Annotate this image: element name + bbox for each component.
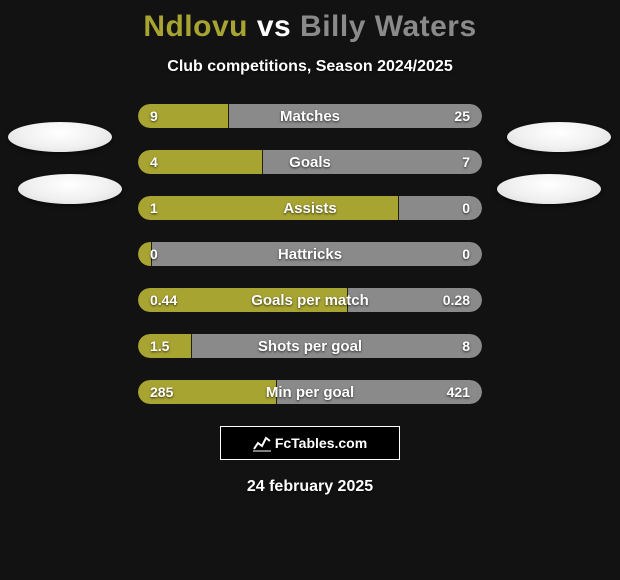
stat-row: 0.440.28Goals per match <box>138 288 482 312</box>
title-player1: Ndlovu <box>143 10 248 43</box>
stat-bar-left <box>138 334 192 358</box>
date-stamp: 24 february 2025 <box>0 478 620 496</box>
player-badge-2 <box>18 174 122 204</box>
stat-bar-left <box>138 196 399 220</box>
stat-bar-right <box>152 242 482 266</box>
stat-row: 1.58Shots per goal <box>138 334 482 358</box>
player-badge-1 <box>8 122 112 152</box>
comparison-bars: 925Matches 47Goals 10Assists 00Hattricks 0.4… <box>138 104 482 404</box>
stat-bar-right <box>263 150 482 174</box>
stat-row: 47Goals <box>138 150 482 174</box>
player-badge-4 <box>497 174 601 204</box>
stat-bar-left <box>138 150 263 174</box>
stat-row: 10Assists <box>138 196 482 220</box>
stat-bar-right <box>277 380 482 404</box>
stat-bar-left <box>138 104 229 128</box>
title-vs: vs <box>257 10 291 43</box>
stat-bar-left <box>138 288 348 312</box>
stat-bar-right <box>192 334 482 358</box>
brand-text: FcTables.com <box>275 435 367 451</box>
stat-row: 00Hattricks <box>138 242 482 266</box>
stat-row: 925Matches <box>138 104 482 128</box>
brand-box: FcTables.com <box>220 426 400 460</box>
stat-bar-right <box>229 104 482 128</box>
stat-bar-right <box>399 196 482 220</box>
brand-icon <box>253 434 271 452</box>
stat-bar-left <box>138 242 152 266</box>
stat-bar-right <box>348 288 482 312</box>
page-title: Ndlovu vs Billy Waters <box>0 0 620 44</box>
subtitle: Club competitions, Season 2024/2025 <box>0 58 620 76</box>
title-player2: Billy Waters <box>300 10 477 43</box>
stat-bar-left <box>138 380 277 404</box>
player-badge-3 <box>507 122 611 152</box>
stat-row: 285421Min per goal <box>138 380 482 404</box>
